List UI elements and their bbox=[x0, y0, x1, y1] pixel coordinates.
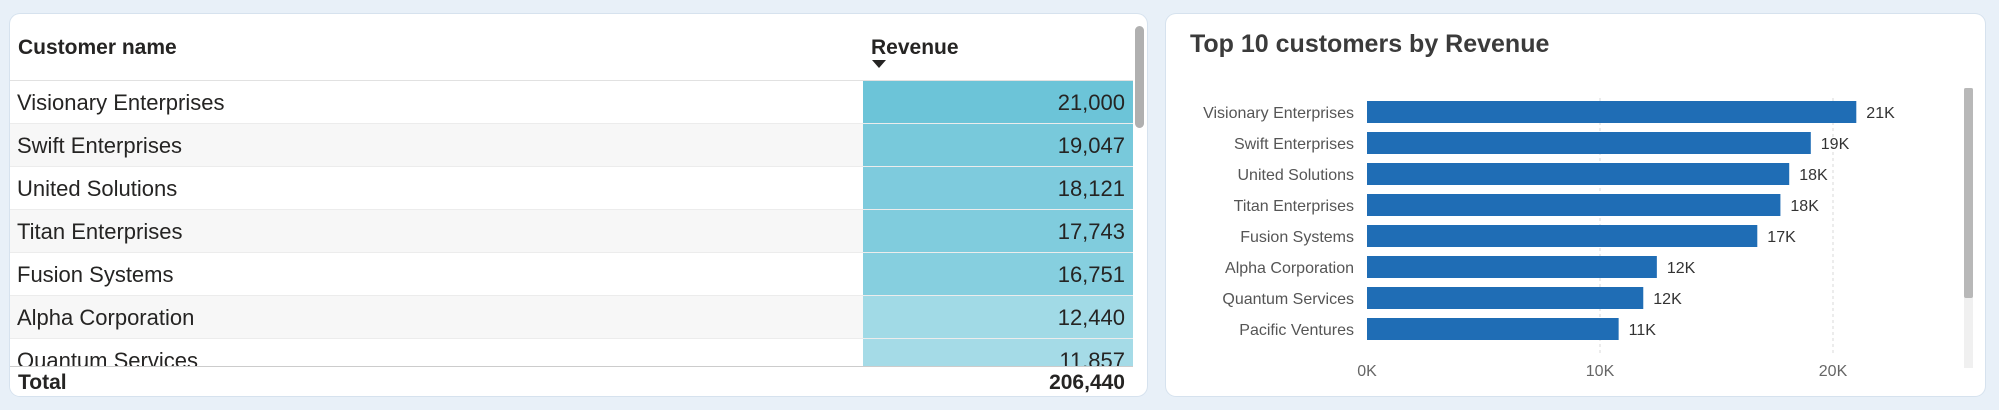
data-label: 21K bbox=[1866, 105, 1895, 122]
category-label: Quantum Services bbox=[1222, 291, 1354, 308]
bar[interactable] bbox=[1367, 163, 1790, 185]
cell-customer-name: Fusion Systems bbox=[17, 262, 174, 287]
cell-customer-name: Alpha Corporation bbox=[17, 305, 195, 330]
bar[interactable] bbox=[1367, 101, 1857, 123]
cell-revenue-value: 12,440 bbox=[1057, 305, 1125, 330]
category-label: Fusion Systems bbox=[1240, 229, 1354, 246]
revenue-table: Customer name Revenue Visionary Enterpri… bbox=[10, 14, 1147, 396]
category-label: Titan Enterprises bbox=[1234, 198, 1354, 215]
data-label: 12K bbox=[1653, 291, 1682, 308]
category-label: Alpha Corporation bbox=[1225, 260, 1354, 277]
cell-revenue-value: 21,000 bbox=[1057, 90, 1125, 115]
bar[interactable] bbox=[1367, 132, 1811, 154]
cell-revenue: 19,047 bbox=[863, 124, 1133, 166]
data-label: 12K bbox=[1667, 260, 1696, 277]
cell-customer-name: United Solutions bbox=[17, 176, 178, 201]
cell-revenue-value: 19,047 bbox=[1057, 133, 1125, 158]
bar[interactable] bbox=[1367, 318, 1619, 340]
cell-revenue-value: 17,743 bbox=[1057, 219, 1125, 244]
data-label: 18K bbox=[1799, 167, 1828, 184]
data-label: 19K bbox=[1821, 136, 1850, 153]
cell-revenue-value: 11,857 bbox=[1059, 348, 1125, 366]
total-row: Total 206,440 bbox=[10, 366, 1133, 396]
cell-revenue: 18,121 bbox=[863, 167, 1133, 209]
cell-customer-name: Titan Enterprises bbox=[17, 219, 183, 244]
table-row[interactable]: United Solutions 18,121 bbox=[10, 167, 1133, 210]
table-header: Customer name Revenue bbox=[10, 14, 1133, 81]
cell-customer-name: Quantum Services bbox=[17, 348, 198, 366]
total-value: 206,440 bbox=[1049, 371, 1125, 394]
category-label: United Solutions bbox=[1237, 167, 1354, 184]
chart-title: Top 10 customers by Revenue bbox=[1190, 30, 1550, 58]
data-label: 17K bbox=[1767, 229, 1796, 246]
category-label: Pacific Ventures bbox=[1239, 322, 1354, 339]
cell-customer-name: Swift Enterprises bbox=[17, 133, 183, 158]
cell-revenue: 12,440 bbox=[863, 296, 1133, 338]
cell-revenue: 16,751 bbox=[863, 253, 1133, 295]
table-scrollbar[interactable] bbox=[1135, 26, 1144, 128]
table-row[interactable]: Quantum Services 11,857 bbox=[10, 339, 1133, 366]
cell-customer-name: Visionary Enterprises bbox=[17, 90, 225, 115]
data-label: 18K bbox=[1790, 198, 1819, 215]
category-label: Visionary Enterprises bbox=[1203, 105, 1354, 122]
column-header-revenue[interactable]: Revenue bbox=[871, 36, 959, 59]
table-row[interactable]: Alpha Corporation 12,440 bbox=[10, 296, 1133, 339]
top-customers-chart: Top 10 customers by Revenue 0K 10K 20K Visi… bbox=[1166, 14, 1985, 396]
chart-scrollbar[interactable] bbox=[1964, 88, 1973, 298]
table-row[interactable]: Swift Enterprises 19,047 bbox=[10, 124, 1133, 167]
x-tick-label: 10K bbox=[1586, 363, 1615, 380]
column-header-customer-name[interactable]: Customer name bbox=[18, 36, 177, 59]
bar[interactable] bbox=[1367, 256, 1657, 278]
cell-revenue-value: 16,751 bbox=[1057, 262, 1125, 287]
cell-revenue: 17,743 bbox=[863, 210, 1133, 252]
bar[interactable] bbox=[1367, 194, 1781, 216]
table-body: Visionary Enterprises 21,000 Swift Enterpr… bbox=[10, 81, 1133, 366]
table-row[interactable]: Visionary Enterprises 21,000 bbox=[10, 81, 1133, 124]
table-row[interactable]: Fusion Systems 16,751 bbox=[10, 253, 1133, 296]
data-label: 11K bbox=[1629, 322, 1657, 339]
bar-chart-plot: 0K 10K 20K Visionary Enterprises 21K Swift En… bbox=[1203, 98, 1895, 380]
sort-descending-icon[interactable] bbox=[872, 60, 886, 68]
cell-revenue: 11,857 bbox=[863, 339, 1133, 366]
table-row[interactable]: Titan Enterprises 17,743 bbox=[10, 210, 1133, 253]
total-label: Total bbox=[18, 371, 67, 394]
cell-revenue: 21,000 bbox=[863, 81, 1133, 123]
bar[interactable] bbox=[1367, 225, 1758, 247]
bar[interactable] bbox=[1367, 287, 1644, 309]
category-label: Swift Enterprises bbox=[1234, 136, 1354, 153]
x-tick-label: 20K bbox=[1819, 363, 1848, 380]
x-tick-label: 0K bbox=[1357, 363, 1377, 380]
cell-revenue-value: 18,121 bbox=[1057, 176, 1125, 201]
